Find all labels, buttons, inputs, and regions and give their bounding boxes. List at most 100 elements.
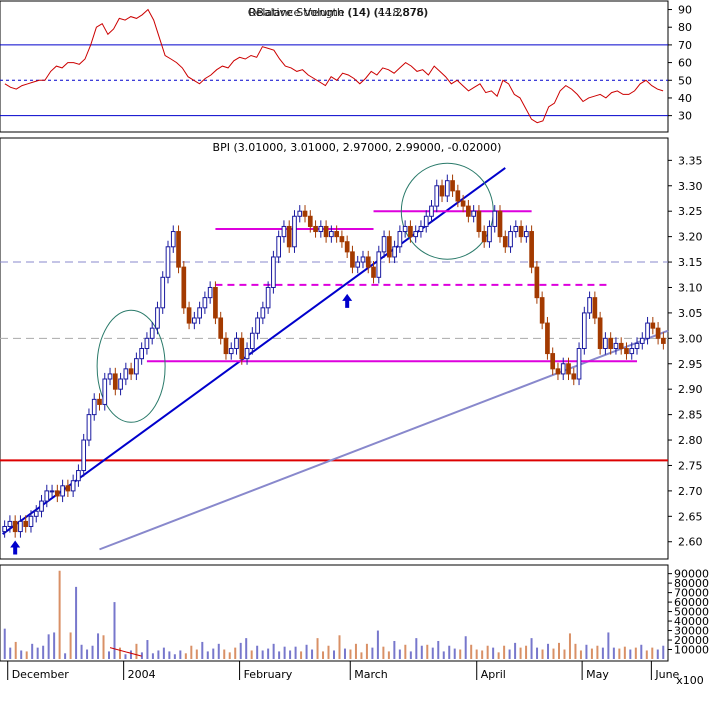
candle-body [571, 373, 577, 380]
price-tick-label: 3.20 [678, 231, 703, 244]
candle-body [228, 348, 234, 355]
candle-body [587, 297, 592, 314]
price-tick-label: 2.95 [678, 358, 703, 371]
candle-body [286, 225, 292, 248]
candle-body [650, 322, 656, 329]
candle-body [508, 231, 513, 248]
volume-layer: 1000020000300004000050000600007000080000… [3, 568, 709, 659]
price-tick-label: 2.65 [678, 510, 703, 523]
rsi-tick-label: 70 [678, 39, 692, 52]
candle-body [176, 231, 181, 268]
volume-trend-line [109, 647, 142, 657]
volume-tick-label: 70000 [674, 587, 709, 600]
pivot-arrow-1 [10, 540, 21, 555]
price-tick-label: 2.90 [678, 383, 703, 396]
candle-body [386, 236, 392, 258]
rsi-tick-label: 30 [678, 110, 692, 123]
candle-body [576, 348, 582, 380]
candle-body [339, 236, 345, 243]
rsi-series-line [4, 8, 664, 124]
candle-body [107, 373, 113, 380]
candle-body [54, 490, 60, 497]
candle-body [260, 307, 266, 319]
candle-body [170, 231, 176, 248]
candle-body [534, 266, 540, 299]
price-tick-label: 3.00 [678, 332, 703, 345]
candle-body [97, 398, 102, 405]
price-tick-label: 3.30 [678, 180, 703, 193]
candle-body [413, 231, 419, 238]
candle-body [12, 520, 18, 533]
candle-body [2, 525, 7, 533]
rsi-tick-label: 60 [678, 57, 692, 70]
volume-tick-label: 50000 [674, 606, 709, 619]
candle-body [487, 225, 492, 243]
axis-layer: December 2004 February March April May June [7, 661, 680, 681]
x-tick-label: May [586, 668, 609, 681]
price-tick-label: 2.60 [678, 536, 703, 549]
candle-body [524, 231, 529, 238]
price-tick-label: 3.35 [678, 154, 703, 167]
candle-body [23, 520, 29, 527]
candle-body [455, 190, 461, 202]
candle-body [423, 215, 429, 227]
candle-body [560, 363, 566, 375]
rsi-tick-label: 50 [678, 74, 692, 87]
candle-body [213, 286, 218, 319]
candle-body [323, 225, 329, 238]
rsi-panel-frame [0, 0, 669, 133]
candle-body [513, 225, 519, 233]
x-tick-label: December [12, 668, 70, 681]
candle-body [655, 327, 661, 339]
candle-body [350, 251, 355, 268]
candle-body [381, 236, 387, 253]
candle-body [608, 337, 614, 349]
candle-body [444, 180, 450, 197]
candle-body [271, 256, 276, 288]
candle-body [302, 210, 308, 217]
price-title: BPI (3.01000, 3.01000, 2.97000, 2.99000,… [213, 141, 502, 154]
candle-body [160, 276, 166, 309]
pivot-arrow-2 [342, 293, 353, 308]
candle-body [86, 414, 92, 441]
candle-body [418, 225, 424, 233]
x-tick-label: February [244, 668, 293, 681]
candle-body [492, 210, 498, 227]
candle-body [134, 358, 139, 375]
candle-body [392, 246, 397, 258]
candle-body [128, 368, 134, 375]
candle-body [91, 398, 97, 416]
volume-panel-frame [0, 564, 669, 662]
candle-body [634, 342, 640, 350]
candle-body [555, 368, 561, 375]
candle-body [518, 225, 524, 238]
candle-body [476, 210, 482, 233]
volume-tick-label: 30000 [674, 625, 709, 638]
candle-body [155, 307, 160, 329]
price-tick-label: 2.85 [678, 409, 703, 422]
rsi-layer: 30 40 50 60 70 80 90 [0, 4, 692, 124]
price-tick-label: 3.25 [678, 205, 703, 218]
candle-body [28, 515, 34, 527]
candle-body [165, 246, 171, 278]
candle-body [497, 210, 503, 238]
candle-body [329, 231, 334, 238]
rsi-title: Relative Strength (14) (44.2878) [248, 6, 427, 19]
candle-body [408, 225, 413, 238]
candle-body [60, 485, 65, 497]
candle-body [645, 322, 650, 339]
volume-tick-label: 40000 [674, 615, 709, 628]
candle-body [460, 200, 466, 207]
candle-body [281, 225, 287, 238]
x-tick-label: June [654, 668, 679, 681]
x-tick-label: April [481, 668, 506, 681]
candle-body [661, 337, 666, 344]
volume-tick-label: 90000 [674, 568, 709, 581]
candle-body [481, 231, 487, 243]
candle-body [603, 337, 608, 349]
candle-body [218, 317, 224, 339]
candle-body [292, 215, 297, 248]
candle-body [265, 286, 271, 309]
candle-body [244, 348, 250, 360]
candle-body [234, 337, 239, 349]
